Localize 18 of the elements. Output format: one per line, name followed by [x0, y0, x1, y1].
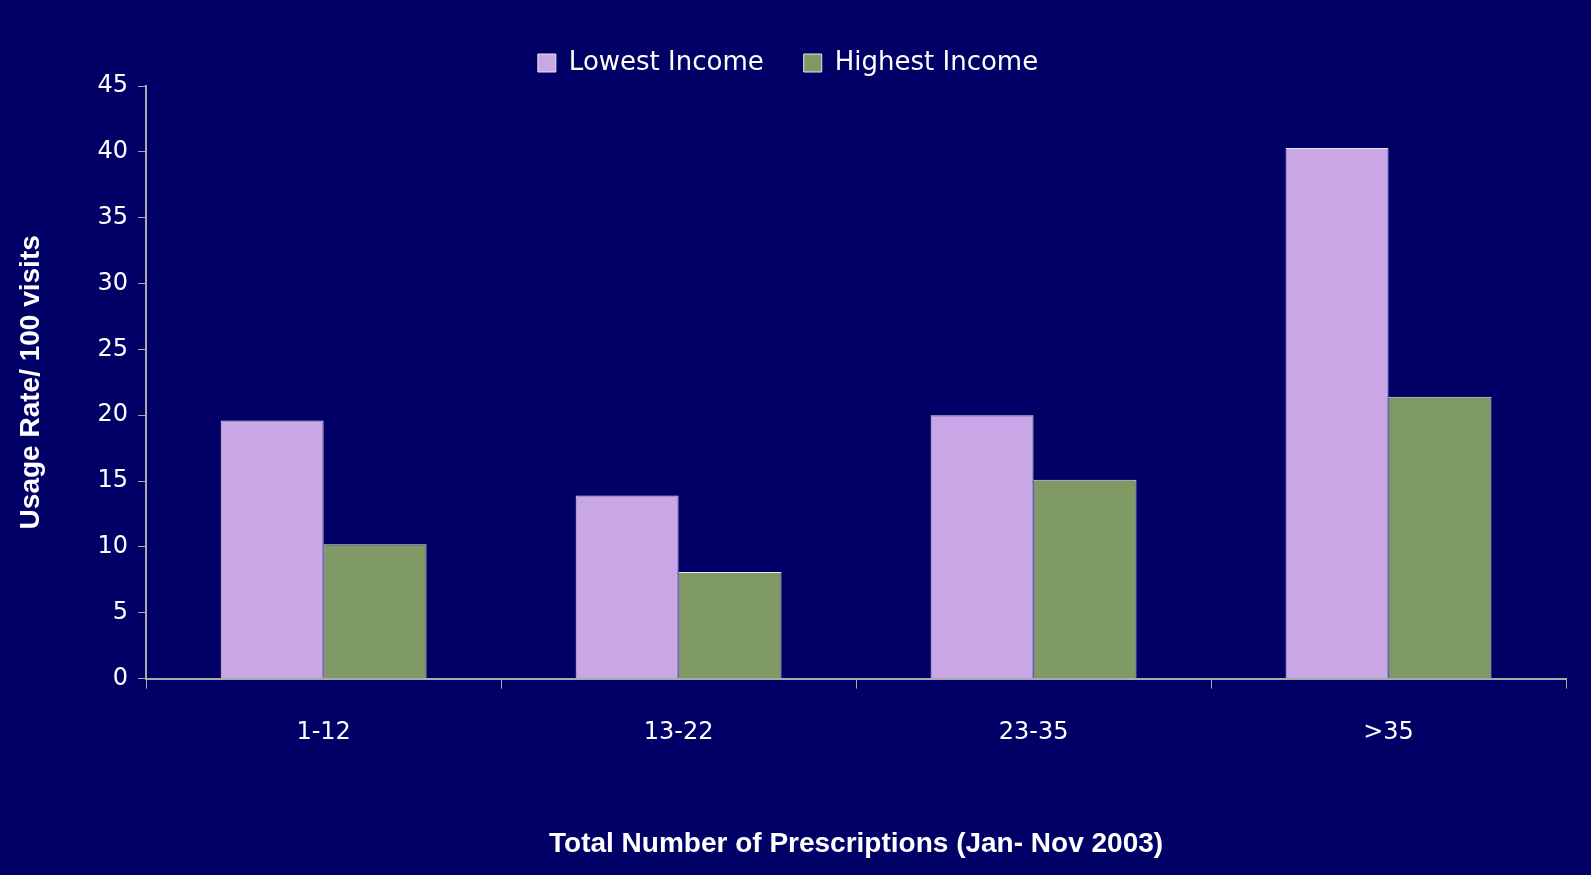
x-tick-label: 23-35 — [998, 717, 1069, 746]
y-axis-title: Usage Rate/ 100 visits — [13, 235, 45, 530]
y-tick-label: 30 — [97, 267, 129, 296]
y-tick-label: 20 — [97, 399, 129, 428]
y-tick-label: 40 — [97, 136, 129, 165]
y-tick-label: 45 — [97, 70, 129, 99]
x-tick-label: 1-12 — [296, 717, 351, 746]
y-tick-label: 25 — [97, 333, 129, 362]
legend-label: Lowest Income — [568, 45, 764, 76]
y-tick-label: 5 — [112, 596, 129, 625]
x-axis-title: Total Number of Prescriptions (Jan- Nov 2003) — [549, 826, 1164, 858]
x-tick-label: 13-22 — [643, 717, 714, 746]
y-tick-label: 15 — [97, 465, 129, 494]
x-tick-label: >35 — [1363, 717, 1414, 746]
y-tick-label: 0 — [112, 662, 129, 691]
y-tick-label: 35 — [97, 201, 129, 230]
legend-label: Highest Income — [834, 45, 1039, 76]
y-tick-label: 10 — [97, 531, 129, 560]
